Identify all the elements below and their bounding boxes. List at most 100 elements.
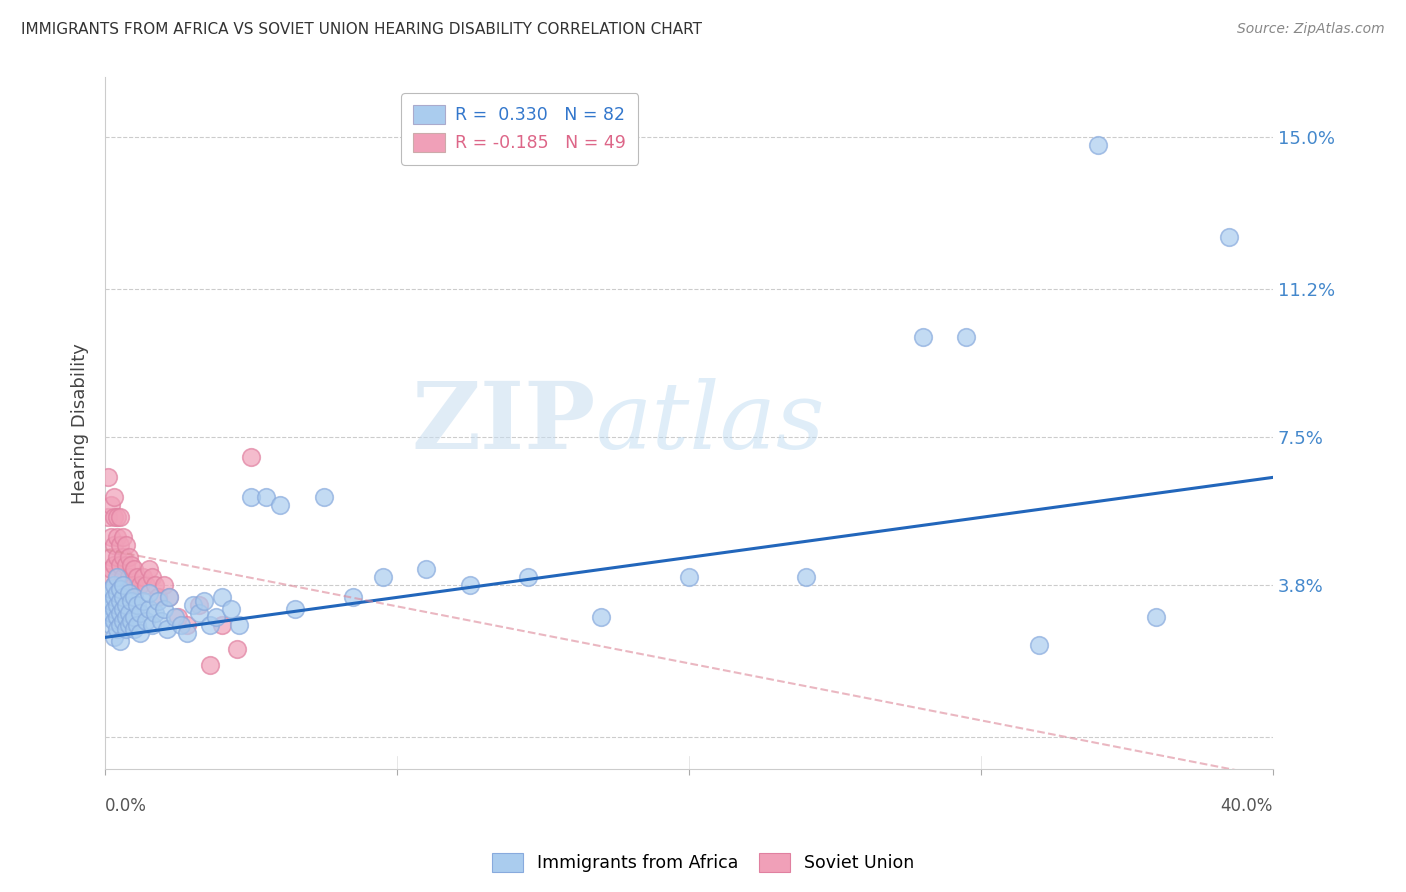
Point (105, 570, 128, 584)
Point (1087, 138, 1109, 153)
Point (211, 618, 233, 632)
Point (342, 591, 364, 605)
Point (105, 610, 128, 624)
Point (143, 578, 166, 592)
Text: IMMIGRANTS FROM AFRICA VS SOVIET UNION HEARING DISABILITY CORRELATION CHART: IMMIGRANTS FROM AFRICA VS SOVIET UNION H… (21, 22, 702, 37)
Point (149, 615, 172, 629)
Point (108, 618, 131, 632)
Point (225, 642, 247, 657)
Point (135, 615, 157, 629)
Y-axis label: Hearing Disability: Hearing Disability (72, 343, 89, 504)
Point (114, 610, 136, 624)
Point (105, 510, 128, 524)
Point (111, 550, 134, 565)
Point (97, 570, 120, 584)
Text: 0.0%: 0.0% (105, 797, 148, 815)
Point (105, 530, 128, 544)
Point (124, 623, 146, 637)
Point (181, 599, 204, 613)
Point (200, 618, 222, 632)
Point (138, 562, 160, 576)
Text: ZIP: ZIP (412, 378, 596, 468)
Point (100, 594, 122, 608)
Point (1028, 639, 1050, 653)
Point (911, 330, 934, 344)
Point (127, 570, 149, 584)
Point (105, 586, 128, 600)
Point (143, 607, 166, 621)
Point (97, 470, 120, 484)
Point (114, 558, 136, 573)
Point (159, 591, 181, 605)
Point (129, 607, 152, 621)
Point (103, 578, 125, 592)
Point (124, 610, 146, 624)
Point (121, 578, 143, 592)
Point (228, 618, 250, 632)
Point (111, 530, 134, 544)
Text: atlas: atlas (596, 378, 825, 468)
Point (176, 626, 198, 640)
Point (103, 602, 125, 616)
Point (103, 591, 125, 605)
Point (105, 599, 128, 613)
Point (193, 594, 215, 608)
Text: Source: ZipAtlas.com: Source: ZipAtlas.com (1237, 22, 1385, 37)
Point (165, 610, 187, 624)
Point (97, 610, 120, 624)
Point (103, 578, 125, 592)
Point (108, 510, 131, 524)
Point (135, 578, 157, 592)
Point (517, 570, 540, 584)
Point (111, 578, 134, 592)
Point (97, 586, 120, 600)
Point (108, 582, 131, 597)
Point (176, 618, 198, 632)
Point (103, 491, 125, 505)
Point (170, 618, 193, 632)
Point (371, 570, 394, 584)
Point (97, 599, 120, 613)
Point (114, 599, 136, 613)
Point (219, 602, 242, 616)
Point (284, 602, 307, 616)
Point (141, 570, 163, 584)
Point (103, 631, 125, 645)
Point (108, 594, 131, 608)
Point (155, 623, 177, 637)
Point (114, 623, 136, 637)
Point (111, 602, 134, 616)
Point (121, 615, 143, 629)
Point (100, 530, 122, 544)
Point (121, 594, 143, 608)
Point (132, 570, 155, 584)
Point (159, 591, 181, 605)
Point (103, 510, 125, 524)
Point (152, 602, 174, 616)
Point (117, 570, 139, 584)
Point (200, 658, 222, 673)
Point (129, 578, 152, 592)
Point (240, 491, 263, 505)
Point (108, 634, 131, 648)
Point (127, 599, 149, 613)
Point (111, 570, 134, 584)
Point (97, 510, 120, 524)
Legend: R =  0.330   N = 82, R = -0.185   N = 49: R = 0.330 N = 82, R = -0.185 N = 49 (401, 93, 638, 165)
Point (314, 491, 336, 505)
Point (187, 607, 209, 621)
Point (103, 538, 125, 552)
Point (100, 607, 122, 621)
Point (205, 610, 228, 624)
Point (269, 499, 291, 513)
Point (100, 550, 122, 565)
Point (146, 594, 169, 608)
Point (100, 582, 122, 597)
Point (591, 610, 613, 624)
Point (124, 562, 146, 576)
Point (117, 586, 139, 600)
Point (121, 558, 143, 573)
Point (111, 591, 134, 605)
Point (100, 562, 122, 576)
Point (105, 623, 128, 637)
